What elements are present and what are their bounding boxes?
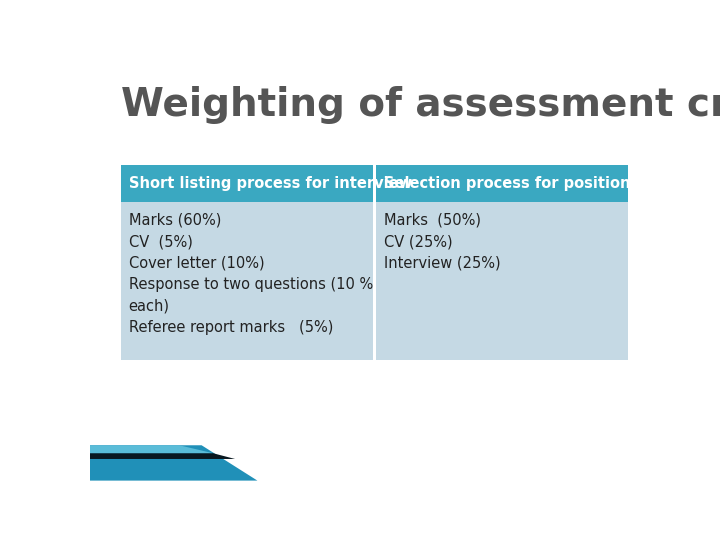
Bar <box>377 202 629 360</box>
Bar <box>121 202 373 360</box>
Polygon shape <box>90 446 258 481</box>
Bar <box>377 165 629 202</box>
Text: Marks  (50%)
CV (25%)
Interview (25%): Marks (50%) CV (25%) Interview (25%) <box>384 212 500 271</box>
Text: Weighting of assessment criteria:: Weighting of assessment criteria: <box>121 85 720 124</box>
Bar <box>121 165 373 202</box>
Polygon shape <box>90 446 213 453</box>
Polygon shape <box>90 453 235 459</box>
Text: Selection process for position: Selection process for position <box>384 176 631 191</box>
Text: Marks (60%)
CV  (5%)
Cover letter (10%)
Response to two questions (10 %
each)
Re: Marks (60%) CV (5%) Cover letter (10%) R… <box>128 212 373 335</box>
Text: Short listing process for interview: Short listing process for interview <box>128 176 412 191</box>
